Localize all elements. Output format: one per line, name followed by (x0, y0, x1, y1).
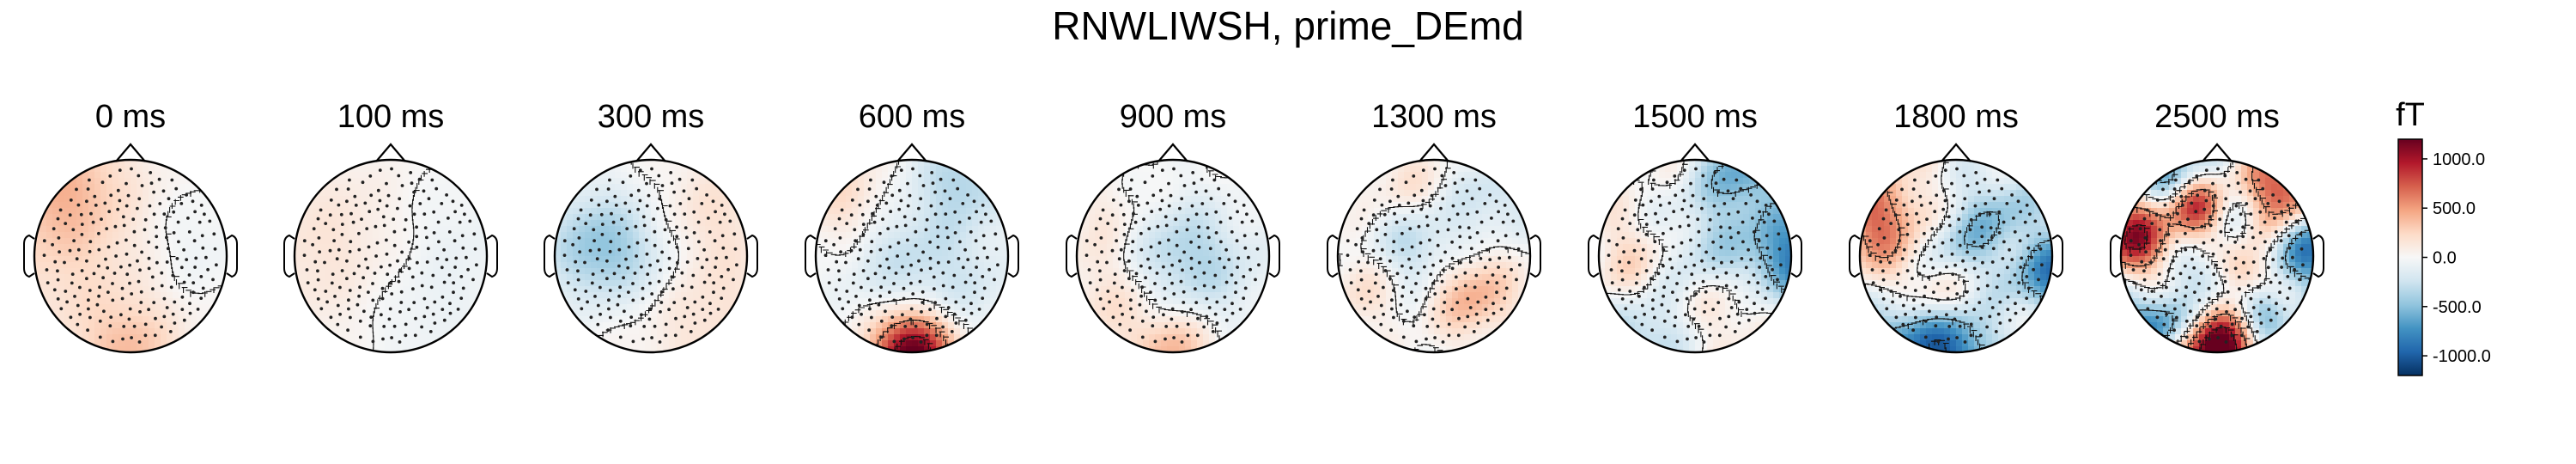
topomap-panel: 100 ms (283, 99, 498, 354)
left-ear-marker (1066, 234, 1078, 278)
nose-marker (375, 143, 406, 162)
left-ear-marker (1327, 234, 1339, 278)
head-outline (2119, 158, 2315, 354)
head-outline (33, 158, 228, 354)
nose-marker (1419, 143, 1449, 162)
time-label: 100 ms (337, 99, 445, 135)
head-outline (1075, 158, 1271, 354)
time-label: 1800 ms (1893, 99, 2019, 135)
sensor-dots (562, 167, 738, 344)
head-outline (1858, 158, 2054, 354)
colorbar: fT 1000.0 500.0 0.0 -500.0 -1000.0 (2396, 97, 2491, 376)
colorbar-tick-label: -1000.0 (2433, 347, 2491, 366)
right-ear-marker (2051, 234, 2063, 278)
sensor-dots (1868, 167, 2044, 344)
field-map (34, 160, 227, 352)
right-ear-marker (1529, 234, 1541, 278)
left-ear-marker (544, 234, 556, 278)
right-ear-marker (2312, 234, 2324, 278)
sensor-dots (1084, 167, 1261, 344)
field-map (555, 160, 747, 352)
time-label: 1300 ms (1371, 99, 1497, 135)
left-ear-marker (1588, 234, 1600, 278)
head-outline (814, 158, 1010, 354)
topomap-panel: 900 ms (1066, 99, 1280, 354)
head-outline (1336, 158, 1532, 354)
sensor-dots (2129, 167, 2305, 344)
colorbar-tick-label: 0.0 (2433, 249, 2457, 268)
nose-marker (1680, 143, 1710, 162)
topomap-panel: 1500 ms (1588, 99, 1802, 354)
right-ear-marker (486, 234, 498, 278)
time-label: 0 ms (95, 99, 166, 135)
sensor-dots (823, 167, 999, 344)
sensor-dots (302, 167, 478, 344)
time-label: 2500 ms (2154, 99, 2280, 135)
right-ear-marker (226, 234, 238, 278)
time-label: 300 ms (598, 99, 705, 135)
topomap-panel: 300 ms (544, 99, 758, 354)
topomap-panel: 1800 ms (1849, 99, 2063, 354)
right-ear-marker (1790, 234, 1802, 278)
left-ear-marker (23, 234, 35, 278)
colorbar-tick-label: -500.0 (2433, 298, 2482, 317)
right-ear-marker (1007, 234, 1019, 278)
left-ear-marker (283, 234, 295, 278)
head-outline (293, 158, 489, 354)
contour-lines (372, 160, 452, 352)
topomap-panel: 2500 ms (2110, 99, 2324, 354)
left-ear-marker (805, 234, 817, 278)
nose-marker (115, 143, 146, 162)
sensor-dots (42, 167, 218, 344)
colorbar-tick-label: 1000.0 (2433, 150, 2485, 169)
figure-title: RNWLIWSH, prime_DEmd (1052, 3, 1524, 48)
right-ear-marker (1268, 234, 1280, 278)
nose-marker (1941, 143, 1971, 162)
topomap-panel: 600 ms (805, 99, 1019, 354)
nose-marker (635, 143, 666, 162)
head-outline (1597, 158, 1793, 354)
left-ear-marker (1849, 234, 1861, 278)
nose-marker (1157, 143, 1188, 162)
colorbar-gradient (2397, 138, 2423, 376)
time-label: 1500 ms (1632, 99, 1758, 135)
colorbar-unit-label: fT (2396, 97, 2425, 133)
topomap-panel: 0 ms (23, 99, 238, 354)
sensor-dots (1346, 167, 1522, 344)
colorbar-tick-label: 500.0 (2433, 199, 2476, 218)
nose-marker (2202, 143, 2233, 162)
topomap-panel: 1300 ms (1327, 99, 1541, 354)
head-outline (553, 158, 749, 354)
sensor-dots (1607, 167, 1783, 344)
right-ear-marker (746, 234, 758, 278)
time-label: 600 ms (859, 99, 966, 135)
time-label: 900 ms (1120, 99, 1227, 135)
nose-marker (896, 143, 927, 162)
left-ear-marker (2110, 234, 2122, 278)
